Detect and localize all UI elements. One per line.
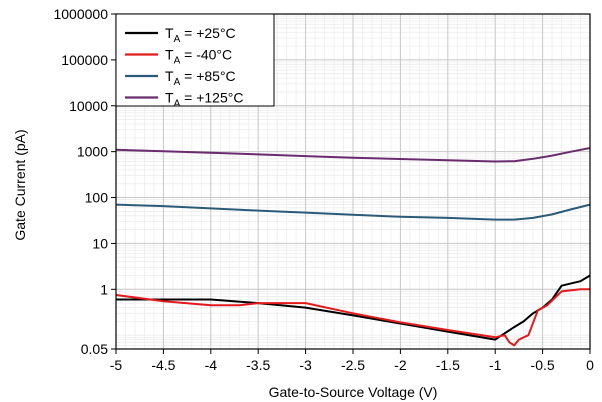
x-axis-ticks: -5 -4.5 -4 -3.5 -3 -2.5 -2 -1.5 -1 -0.5 0: [110, 349, 594, 373]
legend-box: [115, 13, 275, 107]
y-tick-label: 10: [92, 235, 108, 251]
y-tick-label: 0.05: [81, 341, 108, 357]
x-tick-label: -2.5: [341, 357, 365, 373]
y-tick-label: 1: [100, 281, 108, 297]
y-axis-title: Gate Current (pA): [12, 129, 28, 240]
legend-label: TA = -40°C: [165, 47, 232, 67]
y-tick-label: 100000: [61, 52, 108, 68]
series-lines: [115, 147, 591, 347]
y-tick-label: 1000000: [53, 6, 108, 22]
x-tick-label: 0: [586, 357, 594, 373]
legend: TA = +25°CTA = -40°CTA = +85°CTA = +125°…: [115, 13, 275, 110]
x-tick-label: -5: [110, 357, 123, 373]
legend-label: TA = +125°C: [165, 90, 243, 110]
x-tick-label: -1.5: [436, 357, 460, 373]
x-tick-label: -4: [205, 357, 218, 373]
legend-label: TA = +25°C: [165, 25, 236, 45]
y-tick-label: 100: [85, 190, 109, 206]
y-axis-ticks: 0.05 1 10 100 1000 10000 100000 1000000: [53, 6, 116, 357]
x-tick-label: -3.5: [246, 357, 270, 373]
y-tick-label: 10000: [69, 98, 108, 114]
x-tick-label: -4.5: [151, 357, 175, 373]
legend-label: TA = +85°C: [165, 68, 236, 88]
series-line: [115, 288, 590, 347]
x-axis-title: Gate-to-Source Voltage (V): [269, 384, 438, 400]
series-line: [115, 203, 591, 221]
x-tick-label: -1: [489, 357, 502, 373]
x-tick-label: -3: [299, 357, 312, 373]
x-tick-label: -0.5: [531, 357, 555, 373]
series-line: [115, 147, 591, 163]
x-tick-label: -2: [394, 357, 407, 373]
y-tick-label: 1000: [77, 144, 108, 160]
